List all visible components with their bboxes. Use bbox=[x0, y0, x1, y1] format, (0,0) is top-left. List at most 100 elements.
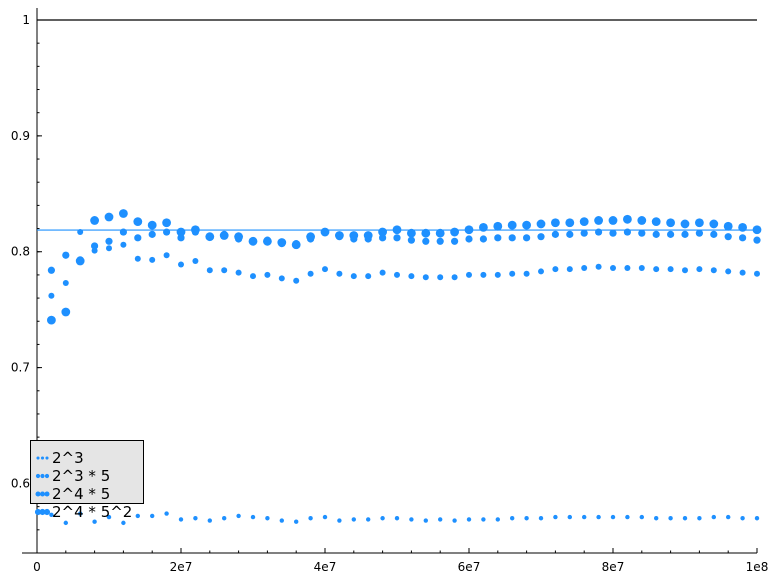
legend-item: 2^4 * 5^2 bbox=[35, 503, 143, 521]
data-point bbox=[651, 217, 661, 227]
data-point bbox=[277, 238, 287, 247]
data-point bbox=[294, 519, 299, 524]
data-point bbox=[609, 229, 617, 237]
data-point bbox=[235, 269, 242, 276]
legend-label: 2^3 bbox=[52, 449, 84, 467]
data-point bbox=[697, 516, 702, 521]
data-point bbox=[63, 520, 68, 526]
data-point bbox=[193, 516, 198, 521]
data-point bbox=[595, 228, 603, 236]
data-point bbox=[695, 229, 704, 237]
legend-marker-dot bbox=[35, 508, 42, 516]
data-point bbox=[595, 263, 602, 270]
legend-item: 2^4 * 5 bbox=[35, 485, 143, 503]
data-point bbox=[90, 216, 99, 225]
data-point bbox=[75, 256, 85, 266]
data-point bbox=[263, 236, 272, 246]
data-point bbox=[739, 234, 747, 242]
data-point bbox=[205, 232, 215, 242]
legend-marker-dot bbox=[45, 456, 49, 460]
data-point bbox=[536, 219, 546, 229]
data-point bbox=[437, 274, 444, 281]
data-point bbox=[495, 517, 500, 522]
data-point bbox=[121, 520, 126, 526]
data-point bbox=[579, 217, 589, 227]
legend-marker-dot bbox=[44, 491, 50, 497]
data-point bbox=[162, 218, 172, 228]
data-point bbox=[234, 232, 244, 242]
data-point bbox=[134, 234, 142, 242]
data-point bbox=[248, 236, 258, 246]
data-point bbox=[637, 216, 647, 225]
data-point bbox=[538, 516, 544, 521]
data-point bbox=[638, 229, 646, 237]
data-point bbox=[278, 275, 285, 282]
data-point bbox=[451, 274, 458, 281]
data-point bbox=[610, 264, 616, 271]
legend-marker-dot bbox=[40, 473, 45, 479]
data-point bbox=[580, 229, 588, 237]
data-point bbox=[149, 256, 156, 263]
data-point bbox=[479, 223, 488, 232]
data-point bbox=[307, 270, 314, 277]
data-point bbox=[164, 511, 169, 516]
data-point bbox=[566, 230, 574, 238]
legend-marker bbox=[35, 473, 50, 479]
data-point bbox=[624, 264, 631, 271]
data-point bbox=[726, 514, 731, 520]
data-point bbox=[250, 514, 256, 520]
data-point bbox=[567, 514, 572, 520]
data-point bbox=[207, 518, 212, 523]
data-point bbox=[423, 518, 428, 523]
data-point bbox=[134, 255, 141, 262]
data-point bbox=[724, 233, 732, 241]
data-point bbox=[192, 258, 199, 265]
data-point bbox=[594, 216, 603, 225]
data-point bbox=[163, 228, 171, 236]
data-point bbox=[695, 218, 704, 228]
data-point bbox=[582, 514, 587, 520]
data-point bbox=[480, 271, 487, 278]
data-point bbox=[739, 269, 746, 276]
data-point bbox=[493, 221, 503, 231]
data-point bbox=[147, 220, 157, 230]
data-point bbox=[523, 234, 531, 242]
data-point bbox=[581, 264, 588, 271]
data-point bbox=[178, 261, 184, 268]
reference-lines bbox=[37, 19, 757, 231]
data-point bbox=[47, 266, 56, 274]
series-1 bbox=[48, 229, 760, 299]
data-point bbox=[119, 228, 127, 236]
legend-label: 2^3 * 5 bbox=[52, 467, 111, 485]
data-point bbox=[682, 516, 688, 521]
data-point bbox=[451, 237, 459, 245]
data-point bbox=[264, 271, 271, 278]
data-point bbox=[47, 315, 56, 325]
data-point bbox=[450, 227, 459, 237]
data-point bbox=[92, 519, 97, 524]
data-point bbox=[265, 516, 270, 521]
data-point bbox=[106, 514, 112, 520]
legend-marker-dot bbox=[35, 491, 41, 497]
data-point bbox=[610, 514, 616, 520]
data-point bbox=[336, 270, 343, 277]
data-point bbox=[393, 234, 401, 242]
data-point bbox=[538, 268, 544, 275]
data-point bbox=[150, 513, 155, 519]
data-point bbox=[279, 518, 284, 523]
data-point bbox=[753, 236, 761, 244]
data-point bbox=[507, 220, 517, 230]
legend-marker bbox=[35, 508, 51, 516]
legend-marker-dot bbox=[40, 456, 45, 460]
data-point bbox=[608, 216, 618, 225]
data-point bbox=[710, 230, 718, 238]
data-point bbox=[407, 236, 415, 244]
data-point bbox=[668, 516, 673, 521]
legend-marker bbox=[35, 491, 50, 497]
data-point bbox=[667, 230, 675, 238]
legend-marker-dot bbox=[39, 508, 46, 516]
data-point bbox=[596, 514, 601, 520]
data-point bbox=[623, 228, 632, 236]
data-point bbox=[710, 267, 717, 274]
